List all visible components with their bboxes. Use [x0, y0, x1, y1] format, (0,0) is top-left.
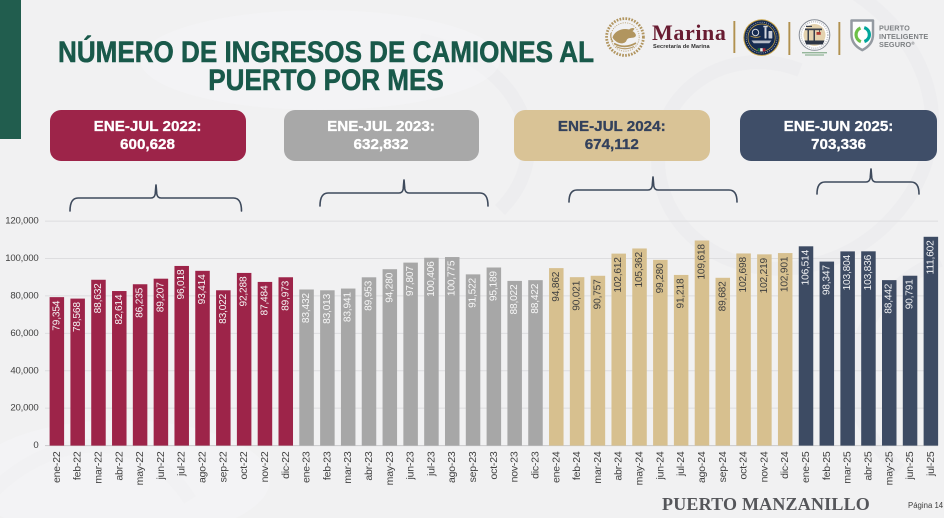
- svg-text:mar-25: mar-25: [842, 451, 854, 483]
- svg-text:nov-23: nov-23: [509, 451, 521, 482]
- svg-text:88,632: 88,632: [93, 283, 104, 313]
- svg-text:87,484: 87,484: [259, 285, 270, 315]
- svg-text:98,347: 98,347: [821, 265, 832, 295]
- svg-text:abr-24: abr-24: [613, 451, 625, 481]
- svg-text:109,618: 109,618: [696, 244, 707, 280]
- svg-text:89,973: 89,973: [280, 280, 291, 310]
- svg-text:sep-22: sep-22: [217, 451, 229, 482]
- svg-text:mar-22: mar-22: [92, 451, 104, 483]
- svg-text:jul-25: jul-25: [925, 451, 937, 477]
- svg-text:jun-25: jun-25: [904, 451, 916, 480]
- svg-text:ene-24: ene-24: [550, 451, 562, 483]
- svg-text:feb-24: feb-24: [571, 451, 583, 480]
- svg-text:88,442: 88,442: [884, 283, 895, 313]
- svg-text:102,698: 102,698: [738, 257, 749, 293]
- svg-text:83,013: 83,013: [322, 293, 333, 323]
- svg-text:83,432: 83,432: [301, 293, 312, 323]
- svg-text:90,757: 90,757: [592, 279, 603, 309]
- svg-text:abr-22: abr-22: [113, 451, 125, 481]
- svg-text:100,000: 100,000: [5, 253, 38, 264]
- svg-text:20,000: 20,000: [10, 403, 38, 414]
- svg-text:60,000: 60,000: [10, 328, 38, 339]
- svg-text:may-22: may-22: [134, 451, 146, 485]
- svg-text:100,775: 100,775: [447, 260, 458, 296]
- svg-text:82,614: 82,614: [114, 294, 125, 324]
- svg-text:97,807: 97,807: [405, 266, 416, 296]
- svg-text:94,280: 94,280: [384, 272, 395, 302]
- svg-text:may-24: may-24: [634, 451, 646, 485]
- svg-text:jun-24: jun-24: [654, 451, 666, 480]
- svg-text:mar-23: mar-23: [342, 451, 354, 483]
- svg-text:jun-23: jun-23: [405, 451, 417, 480]
- svg-text:SEGURO®: SEGURO®: [879, 40, 915, 49]
- svg-text:90,791: 90,791: [905, 279, 916, 309]
- svg-text:nov-22: nov-22: [259, 451, 271, 482]
- svg-text:PUERTO: PUERTO: [879, 23, 910, 32]
- svg-text:102,219: 102,219: [759, 257, 770, 293]
- svg-text:dic-23: dic-23: [529, 451, 541, 479]
- svg-text:feb-23: feb-23: [321, 451, 333, 480]
- svg-text:ene-22: ene-22: [51, 451, 63, 483]
- svg-text:nov-24: nov-24: [758, 451, 770, 482]
- svg-text:89,207: 89,207: [155, 282, 166, 312]
- svg-text:83,022: 83,022: [218, 293, 229, 323]
- svg-text:96,018: 96,018: [176, 269, 187, 299]
- svg-text:80,000: 80,000: [10, 290, 38, 301]
- svg-text:99,280: 99,280: [655, 263, 666, 293]
- svg-text:ago-22: ago-22: [197, 451, 209, 483]
- svg-text:jul-22: jul-22: [176, 451, 188, 477]
- svg-text:89,682: 89,682: [717, 281, 728, 311]
- svg-text:106,514: 106,514: [801, 249, 812, 285]
- svg-text:78,568: 78,568: [72, 302, 83, 332]
- svg-text:INTELIGENTE: INTELIGENTE: [879, 32, 928, 41]
- svg-text:feb-25: feb-25: [821, 451, 833, 480]
- svg-text:dic-22: dic-22: [280, 451, 292, 479]
- svg-text:93,414: 93,414: [197, 274, 208, 304]
- svg-text:100,406: 100,406: [426, 261, 437, 297]
- svg-text:88,422: 88,422: [530, 283, 541, 313]
- svg-text:Marina: Marina: [652, 20, 726, 45]
- svg-text:abr-23: abr-23: [363, 451, 375, 481]
- svg-text:jul-23: jul-23: [425, 451, 437, 477]
- svg-text:103,836: 103,836: [863, 254, 874, 290]
- svg-text:90,021: 90,021: [572, 280, 583, 310]
- svg-text:103,804: 103,804: [842, 254, 853, 290]
- svg-text:ago-23: ago-23: [446, 451, 458, 483]
- svg-text:jul-24: jul-24: [675, 451, 687, 477]
- svg-text:feb-22: feb-22: [72, 451, 84, 480]
- svg-text:abr-25: abr-25: [862, 451, 874, 481]
- svg-text:ene-23: ene-23: [301, 451, 313, 483]
- svg-text:40,000: 40,000: [10, 365, 38, 376]
- svg-text:88,022: 88,022: [509, 284, 520, 314]
- svg-text:89,953: 89,953: [364, 280, 375, 310]
- svg-text:79,354: 79,354: [51, 300, 62, 330]
- svg-text:0: 0: [33, 440, 38, 451]
- svg-text:95,189: 95,189: [488, 271, 499, 301]
- svg-text:dic-24: dic-24: [779, 451, 791, 479]
- svg-text:102,612: 102,612: [613, 257, 624, 293]
- svg-text:jun-22: jun-22: [155, 451, 167, 480]
- svg-text:oct-24: oct-24: [738, 451, 750, 479]
- svg-text:91,522: 91,522: [468, 277, 479, 307]
- svg-text:111,602: 111,602: [925, 240, 936, 274]
- svg-text:oct-22: oct-22: [238, 451, 250, 479]
- svg-text:mar-24: mar-24: [592, 451, 604, 483]
- svg-text:105,362: 105,362: [634, 252, 645, 288]
- svg-text:oct-23: oct-23: [488, 451, 500, 479]
- svg-text:91,218: 91,218: [676, 278, 687, 308]
- svg-text:120,000: 120,000: [5, 216, 38, 227]
- svg-text:sep-23: sep-23: [467, 451, 479, 482]
- svg-text:ago-24: ago-24: [696, 451, 708, 483]
- svg-text:94,862: 94,862: [551, 271, 562, 301]
- svg-text:Secretaría de Marina: Secretaría de Marina: [653, 44, 711, 50]
- svg-text:86,235: 86,235: [135, 287, 146, 317]
- svg-text:may-25: may-25: [883, 451, 895, 485]
- svg-text:92,288: 92,288: [239, 276, 250, 306]
- svg-text:102,901: 102,901: [780, 256, 791, 292]
- svg-text:may-23: may-23: [384, 451, 396, 485]
- svg-text:ene-25: ene-25: [800, 451, 812, 483]
- svg-text:sep-24: sep-24: [717, 451, 729, 482]
- svg-text:83,941: 83,941: [343, 292, 354, 322]
